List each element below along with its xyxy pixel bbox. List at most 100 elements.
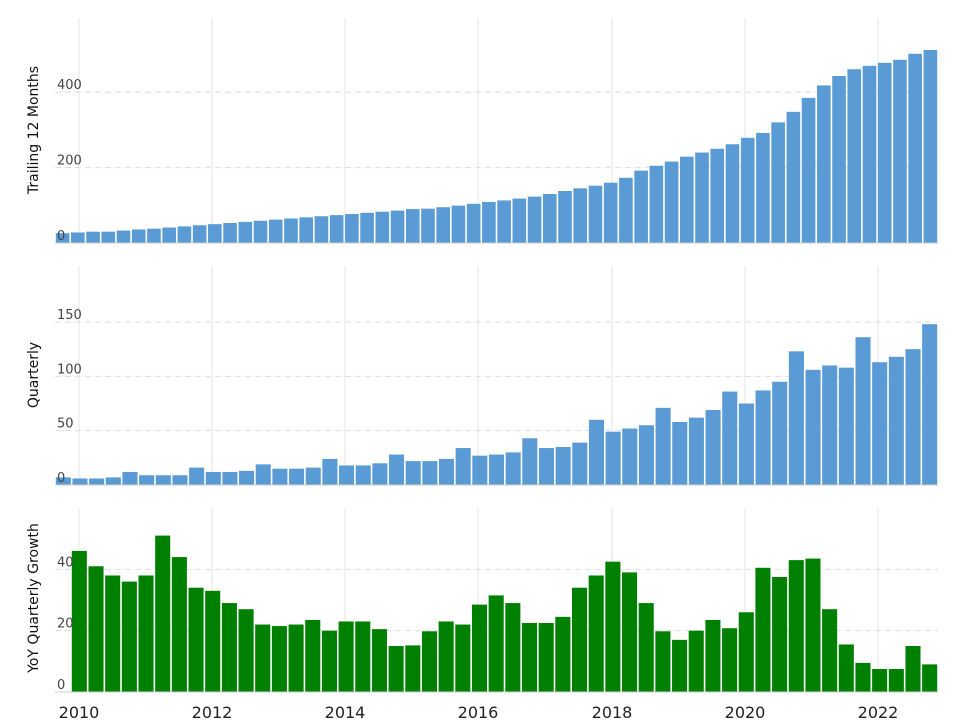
bar: [771, 122, 785, 243]
bar: [538, 623, 554, 692]
bar: [638, 603, 654, 692]
bar: [922, 664, 938, 692]
bar: [189, 467, 205, 485]
bar: [221, 603, 237, 692]
bar: [71, 550, 87, 692]
bar: [572, 442, 588, 485]
bar: [756, 132, 770, 243]
bar: [360, 212, 374, 243]
bar: [455, 624, 471, 692]
bar: [238, 609, 254, 692]
bar: [847, 69, 862, 244]
y-tick-label: 50: [57, 417, 74, 432]
bar: [705, 410, 721, 485]
bar: [155, 475, 171, 485]
bar: [905, 646, 921, 692]
bar: [55, 233, 70, 243]
bar: [905, 349, 921, 485]
bar: [421, 631, 437, 692]
bar: [321, 630, 337, 692]
bar: [505, 603, 521, 692]
bar: [622, 428, 638, 485]
bar: [389, 454, 405, 485]
bar: [271, 626, 287, 692]
x-tick-label: 2014: [325, 703, 366, 722]
bar: [855, 662, 871, 692]
bar: [205, 471, 221, 485]
bar: [558, 190, 572, 243]
bar: [177, 226, 192, 243]
bar: [288, 624, 304, 692]
bar: [255, 624, 271, 692]
bar: [488, 454, 505, 485]
bar: [239, 470, 255, 485]
bar: [139, 475, 155, 485]
bar: [205, 590, 221, 692]
y-axis-label: Quarterly: [26, 342, 42, 408]
bar: [121, 581, 137, 692]
bar: [338, 621, 354, 692]
y-tick-labels: 0 20 40: [57, 555, 74, 693]
bar: [339, 465, 355, 485]
bar: [371, 629, 387, 692]
bar: [390, 210, 405, 243]
bar: [138, 575, 154, 692]
bar: [664, 161, 679, 243]
bar: [345, 213, 359, 243]
bar: [855, 337, 871, 485]
bar: [822, 365, 838, 485]
bar: [253, 220, 268, 243]
bar: [497, 200, 511, 243]
bar: [722, 628, 738, 692]
bar: [786, 111, 801, 243]
bar: [817, 85, 831, 243]
bar: [172, 475, 188, 485]
bar: [238, 221, 253, 243]
bar: [805, 369, 821, 485]
bar: [788, 351, 804, 485]
bar: [522, 438, 538, 485]
bar: [622, 572, 638, 692]
bar: [372, 463, 388, 485]
bar: [305, 619, 321, 692]
bar: [268, 219, 283, 243]
bar: [862, 65, 877, 243]
bar: [788, 560, 804, 692]
bar: [101, 231, 116, 243]
bar: [255, 464, 271, 485]
bar: [405, 461, 421, 485]
x-tick-label: 2012: [192, 703, 233, 722]
y-tick-labels: 0 50 100 150: [57, 308, 82, 486]
bar: [705, 619, 721, 692]
bar: [571, 587, 588, 692]
bar: [488, 595, 504, 692]
bar: [888, 356, 904, 485]
bar: [482, 201, 496, 243]
bar: [272, 468, 288, 485]
bar: [355, 465, 371, 485]
x-tick-label: 2016: [458, 703, 499, 722]
bar: [872, 669, 888, 692]
bar: [223, 223, 237, 243]
bar: [772, 381, 788, 485]
bar: [923, 50, 938, 243]
bar: [801, 97, 816, 243]
bar: [466, 203, 481, 243]
y-tick-label: 150: [57, 308, 82, 323]
bar: [131, 229, 146, 243]
bar: [832, 76, 846, 244]
bar: [603, 182, 618, 243]
bar: [421, 208, 435, 243]
y-axis-label: YoY Quarterly Growth: [26, 523, 42, 674]
y-tick-labels: 0 200 400: [57, 78, 82, 244]
bar: [755, 567, 771, 692]
bar: [672, 639, 688, 692]
bar: [588, 185, 603, 243]
y-tick-label: 400: [57, 78, 82, 93]
bar: [588, 419, 604, 485]
bar: [722, 391, 738, 485]
bar: [436, 207, 451, 243]
bar: [738, 403, 754, 485]
bar: [672, 421, 688, 485]
